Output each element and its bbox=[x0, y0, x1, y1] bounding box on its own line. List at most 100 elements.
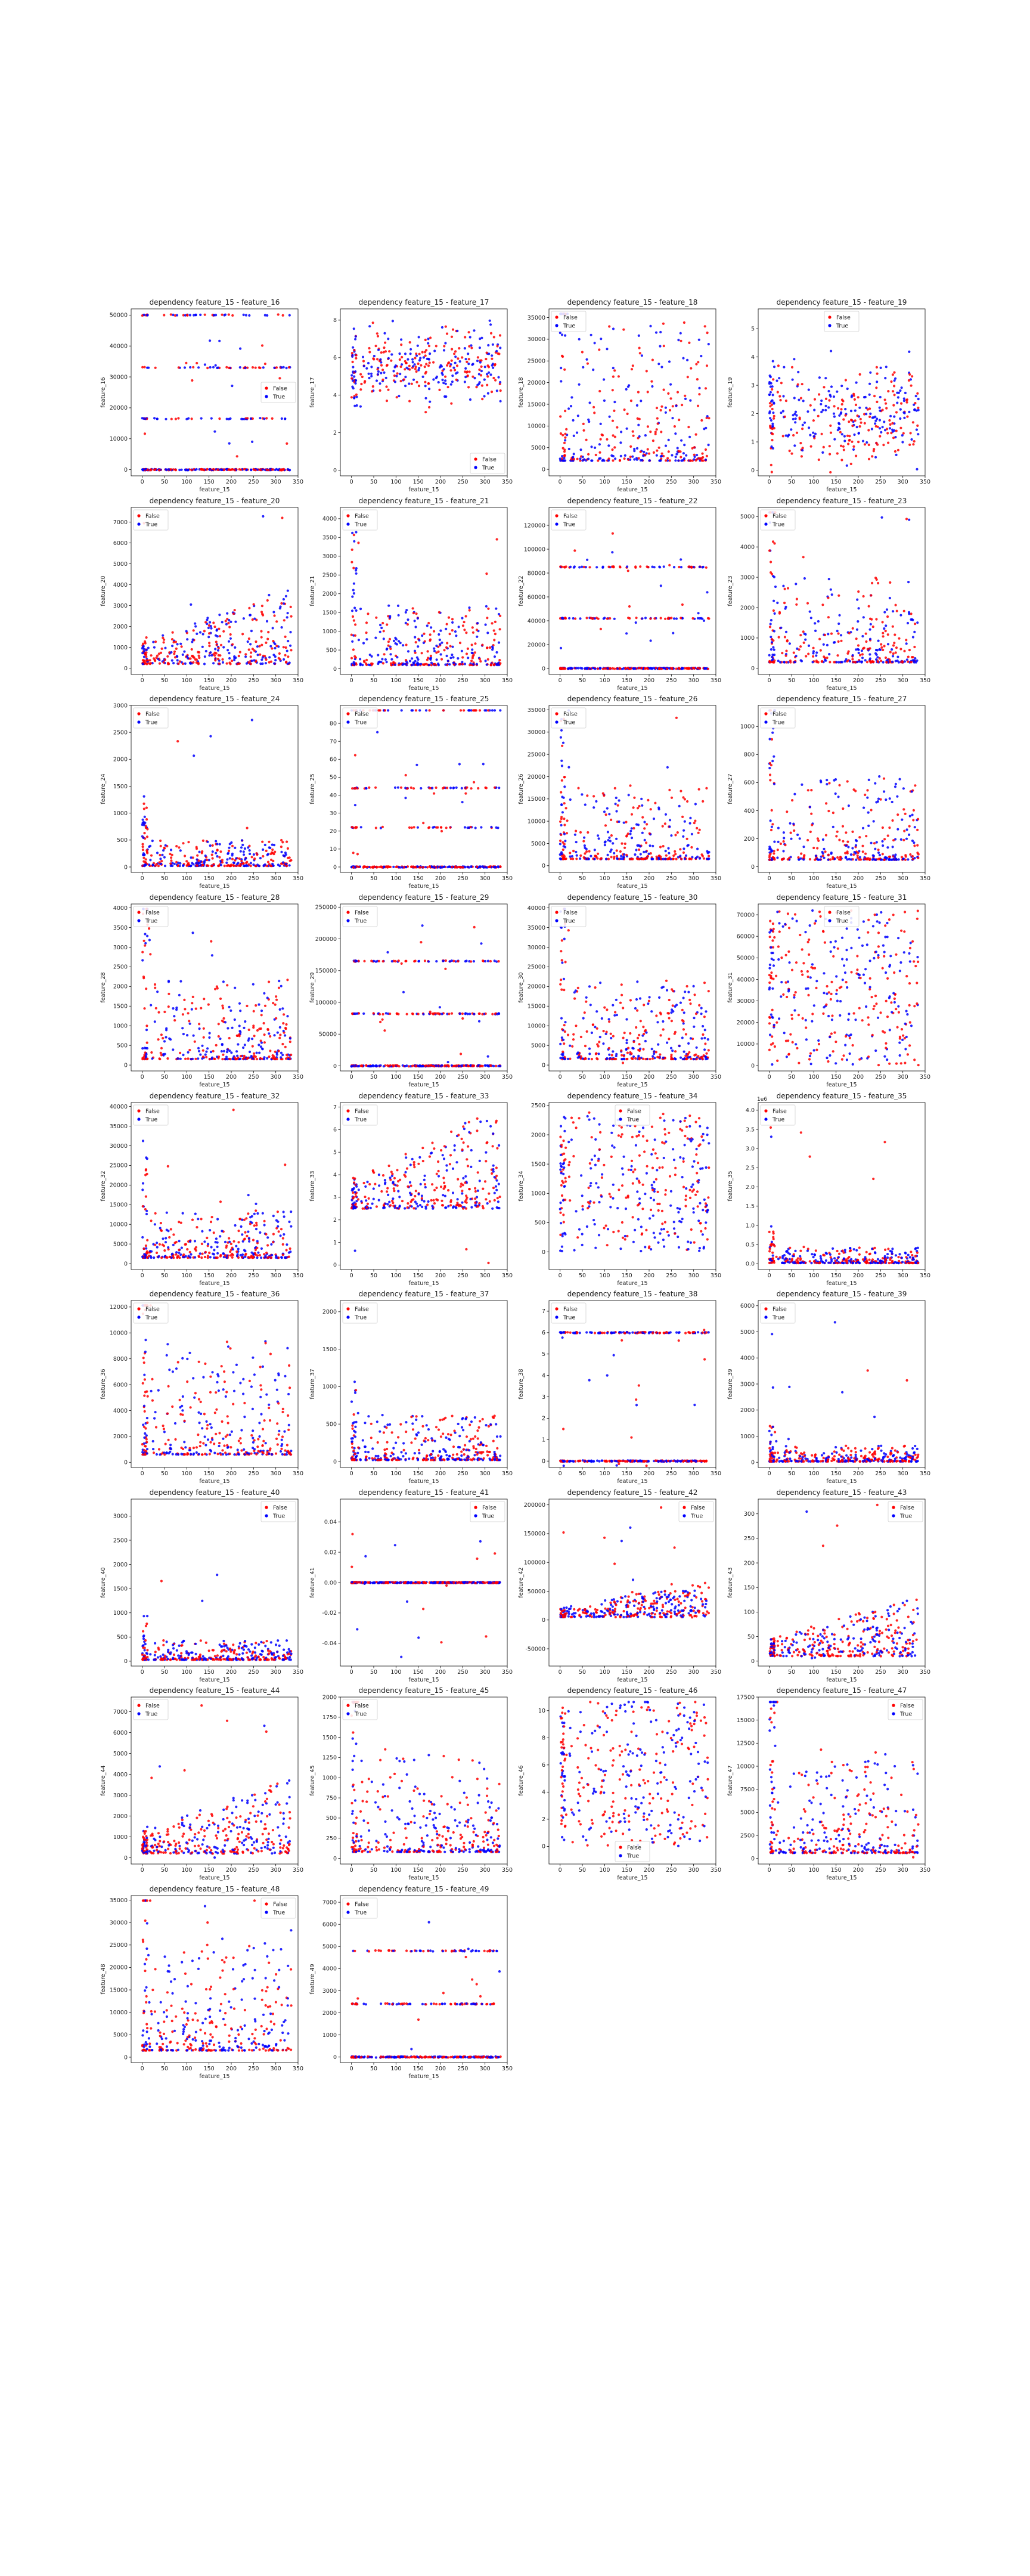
subplot: 0 50 100 150 200 250 300 3500200004000060000800… bbox=[518, 497, 721, 692]
point-false bbox=[768, 402, 771, 405]
point-true bbox=[239, 347, 242, 350]
x-tick-label: 50 bbox=[788, 677, 795, 684]
point-true bbox=[590, 333, 592, 336]
point-true bbox=[821, 408, 824, 411]
point-true bbox=[822, 643, 825, 646]
point-true bbox=[854, 844, 858, 847]
point-true bbox=[225, 1055, 228, 1058]
point-false bbox=[907, 379, 910, 382]
point-false bbox=[467, 358, 470, 361]
point-true bbox=[622, 821, 625, 824]
point-false bbox=[572, 457, 576, 461]
point-false bbox=[870, 809, 873, 812]
point-false bbox=[227, 313, 230, 316]
point-true bbox=[612, 454, 615, 458]
point-true bbox=[444, 342, 447, 345]
point-true bbox=[878, 419, 881, 422]
point-true bbox=[680, 667, 683, 670]
point-false bbox=[619, 566, 622, 569]
point-false bbox=[625, 853, 628, 856]
subplot: 0 50 100 150 200 250 300 3500500010000150002000… bbox=[518, 298, 721, 493]
point-true bbox=[165, 1036, 167, 1039]
point-true bbox=[843, 439, 846, 442]
x-tick-label: 100 bbox=[181, 875, 192, 882]
point-false bbox=[262, 1021, 265, 1025]
point-false bbox=[674, 834, 677, 837]
point-false bbox=[252, 1010, 255, 1013]
point-false bbox=[832, 812, 834, 815]
point-true bbox=[206, 1047, 209, 1050]
y-tick-label: 0 bbox=[751, 864, 755, 871]
point-true bbox=[644, 850, 647, 853]
point-false bbox=[150, 468, 153, 471]
point-false bbox=[561, 857, 564, 860]
point-true bbox=[187, 1051, 190, 1054]
point-true bbox=[231, 385, 234, 388]
point-false bbox=[685, 667, 688, 670]
x-tick-label: 250 bbox=[875, 479, 886, 485]
point-false bbox=[162, 1037, 165, 1040]
point-true bbox=[806, 410, 809, 413]
point-false bbox=[907, 655, 910, 658]
point-true bbox=[852, 448, 855, 451]
point-false bbox=[910, 384, 913, 387]
point-false bbox=[912, 809, 915, 812]
point-true bbox=[857, 607, 860, 610]
point-false bbox=[863, 422, 866, 425]
point-false bbox=[222, 1053, 225, 1056]
point-true bbox=[837, 661, 840, 664]
subplot-title: dependency feature_15 - feature_18 bbox=[567, 298, 698, 306]
point-false bbox=[786, 587, 790, 590]
point-false bbox=[286, 840, 288, 843]
point-false bbox=[141, 366, 144, 369]
point-true bbox=[280, 417, 283, 420]
point-true bbox=[393, 786, 397, 789]
point-true bbox=[662, 565, 665, 568]
point-false bbox=[772, 378, 775, 381]
point-false bbox=[894, 651, 897, 654]
point-true bbox=[370, 655, 373, 658]
point-false bbox=[236, 662, 239, 665]
point-false bbox=[255, 1004, 258, 1007]
point-true bbox=[885, 366, 888, 369]
point-false bbox=[499, 865, 502, 868]
point-false bbox=[855, 637, 858, 640]
point-true bbox=[164, 646, 167, 649]
point-true bbox=[266, 314, 269, 317]
point-false bbox=[414, 651, 417, 654]
point-true bbox=[643, 821, 646, 823]
point-true bbox=[409, 352, 412, 355]
point-false bbox=[687, 667, 690, 670]
point-true bbox=[653, 566, 656, 569]
scatter-points bbox=[559, 709, 711, 860]
point-false bbox=[790, 366, 794, 369]
point-true bbox=[876, 656, 879, 659]
y-axis-label: feature_20 bbox=[100, 575, 107, 606]
point-false bbox=[460, 866, 463, 869]
point-true bbox=[242, 1046, 245, 1049]
point-false bbox=[246, 366, 249, 369]
point-false bbox=[408, 826, 411, 829]
point-true bbox=[793, 397, 796, 400]
point-false bbox=[284, 654, 287, 657]
point-true bbox=[451, 621, 454, 624]
point-true bbox=[141, 818, 144, 821]
point-false bbox=[255, 865, 258, 868]
point-true bbox=[163, 865, 167, 868]
point-true bbox=[613, 401, 616, 404]
point-false bbox=[388, 350, 391, 353]
point-true bbox=[836, 630, 839, 633]
point-false bbox=[409, 786, 412, 789]
point-true bbox=[783, 837, 786, 840]
point-true bbox=[683, 857, 686, 860]
point-false bbox=[371, 321, 374, 324]
point-false bbox=[376, 866, 379, 869]
y-tick-label: 0 bbox=[542, 863, 545, 869]
point-false bbox=[902, 838, 905, 841]
y-tick-label: 1000 bbox=[113, 645, 128, 651]
point-true bbox=[440, 371, 443, 374]
point-true bbox=[495, 349, 498, 353]
point-true bbox=[444, 382, 447, 385]
y-tick-label: 2500 bbox=[113, 729, 128, 736]
